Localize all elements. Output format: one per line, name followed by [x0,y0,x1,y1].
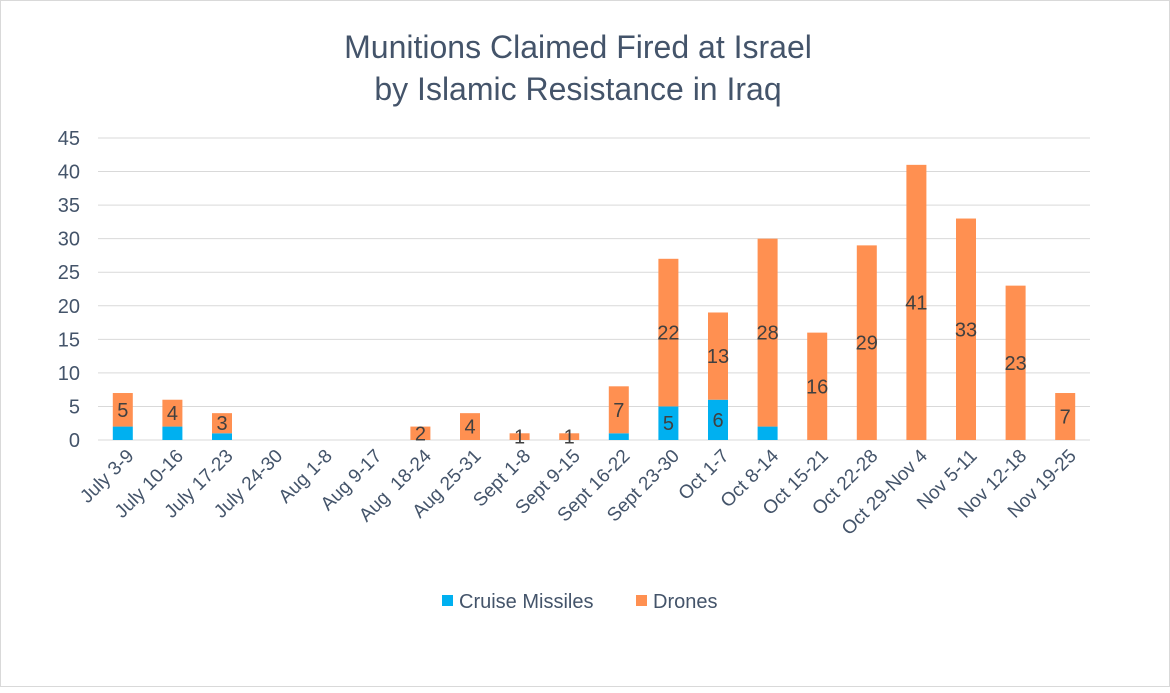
y-tick-label: 0 [69,430,80,452]
bar-drones [757,238,778,427]
bar-drones [212,413,232,434]
bar-cruise-missiles [757,426,778,440]
legend-label-cruise-missiles: Cruise Missiles [459,591,593,613]
bar-drones [807,332,828,440]
y-tick-label: 10 [58,363,80,385]
bar-cruise-missiles [658,406,679,440]
bar-cruise-missiles [708,399,728,440]
bar-drones [112,393,133,427]
legend-label-drones: Drones [653,591,717,613]
x-tick-label: Oct 29-Nov 4 [838,445,932,539]
data-label-drones: 5 [117,400,128,422]
bar-drones [1005,285,1026,440]
bar-drones [608,386,629,434]
data-label-drones: 7 [1060,407,1071,429]
y-tick-label: 35 [58,195,80,217]
bar-drones [509,433,530,440]
y-axis-ticks: 0 5 10 15 20 25 30 35 40 45 [58,128,80,452]
bar-cruise-missiles [112,426,133,440]
bar-drones [410,426,431,440]
bar-drones [162,399,183,427]
chart-subtitle: by Islamic Resistance in Iraq [374,71,781,107]
y-tick-label: 5 [69,396,80,418]
y-tick-label: 30 [58,229,80,251]
data-label-drones: 2 [415,423,426,445]
data-label-drones: 1 [564,427,575,449]
data-label-cruise-missiles: 5 [663,413,674,435]
data-label-drones: 7 [613,400,624,422]
bar-drones [956,218,976,440]
y-tick-label: 25 [58,262,80,284]
data-label-drones: 13 [707,346,729,368]
bar-drones [906,164,927,440]
data-label-cruise-missiles: 6 [712,410,723,432]
chart-title: Munitions Claimed Fired at Israel [344,29,812,65]
y-tick-label: 40 [58,162,80,184]
data-label-drones: 41 [905,292,927,314]
bar-drones [856,245,877,440]
bars [112,164,1076,440]
y-tick-label: 45 [58,128,80,150]
bar-drones [1055,393,1076,440]
legend-swatch-drones [636,595,647,606]
gridlines [98,137,1090,441]
bar-drones [559,433,580,440]
data-label-drones: 3 [216,413,227,435]
bar-cruise-missiles [608,433,629,440]
data-label-drones: 4 [167,403,178,425]
y-tick-label: 15 [58,329,80,351]
data-label-drones: 33 [955,319,977,341]
legend: Cruise Missiles Drones [442,591,717,613]
data-label-drones: 16 [806,376,828,398]
data-label-drones: 4 [464,417,475,439]
legend-item-cruise-missiles: Cruise Missiles [442,591,593,613]
data-label-drones: 1 [514,427,525,449]
bar-drones [658,258,679,407]
bar-drones [460,413,480,440]
bar-cruise-missiles [162,426,183,440]
data-label-drones: 29 [856,333,878,355]
y-tick-label: 20 [58,296,80,318]
data-label-drones: 23 [1004,353,1026,375]
data-label-drones: 22 [657,323,679,345]
bar-drones [708,312,728,400]
legend-item-drones: Drones [636,591,717,613]
data-label-drones: 28 [756,323,778,345]
legend-swatch-cruise-missiles [442,595,453,606]
bar-cruise-missiles [212,433,232,440]
